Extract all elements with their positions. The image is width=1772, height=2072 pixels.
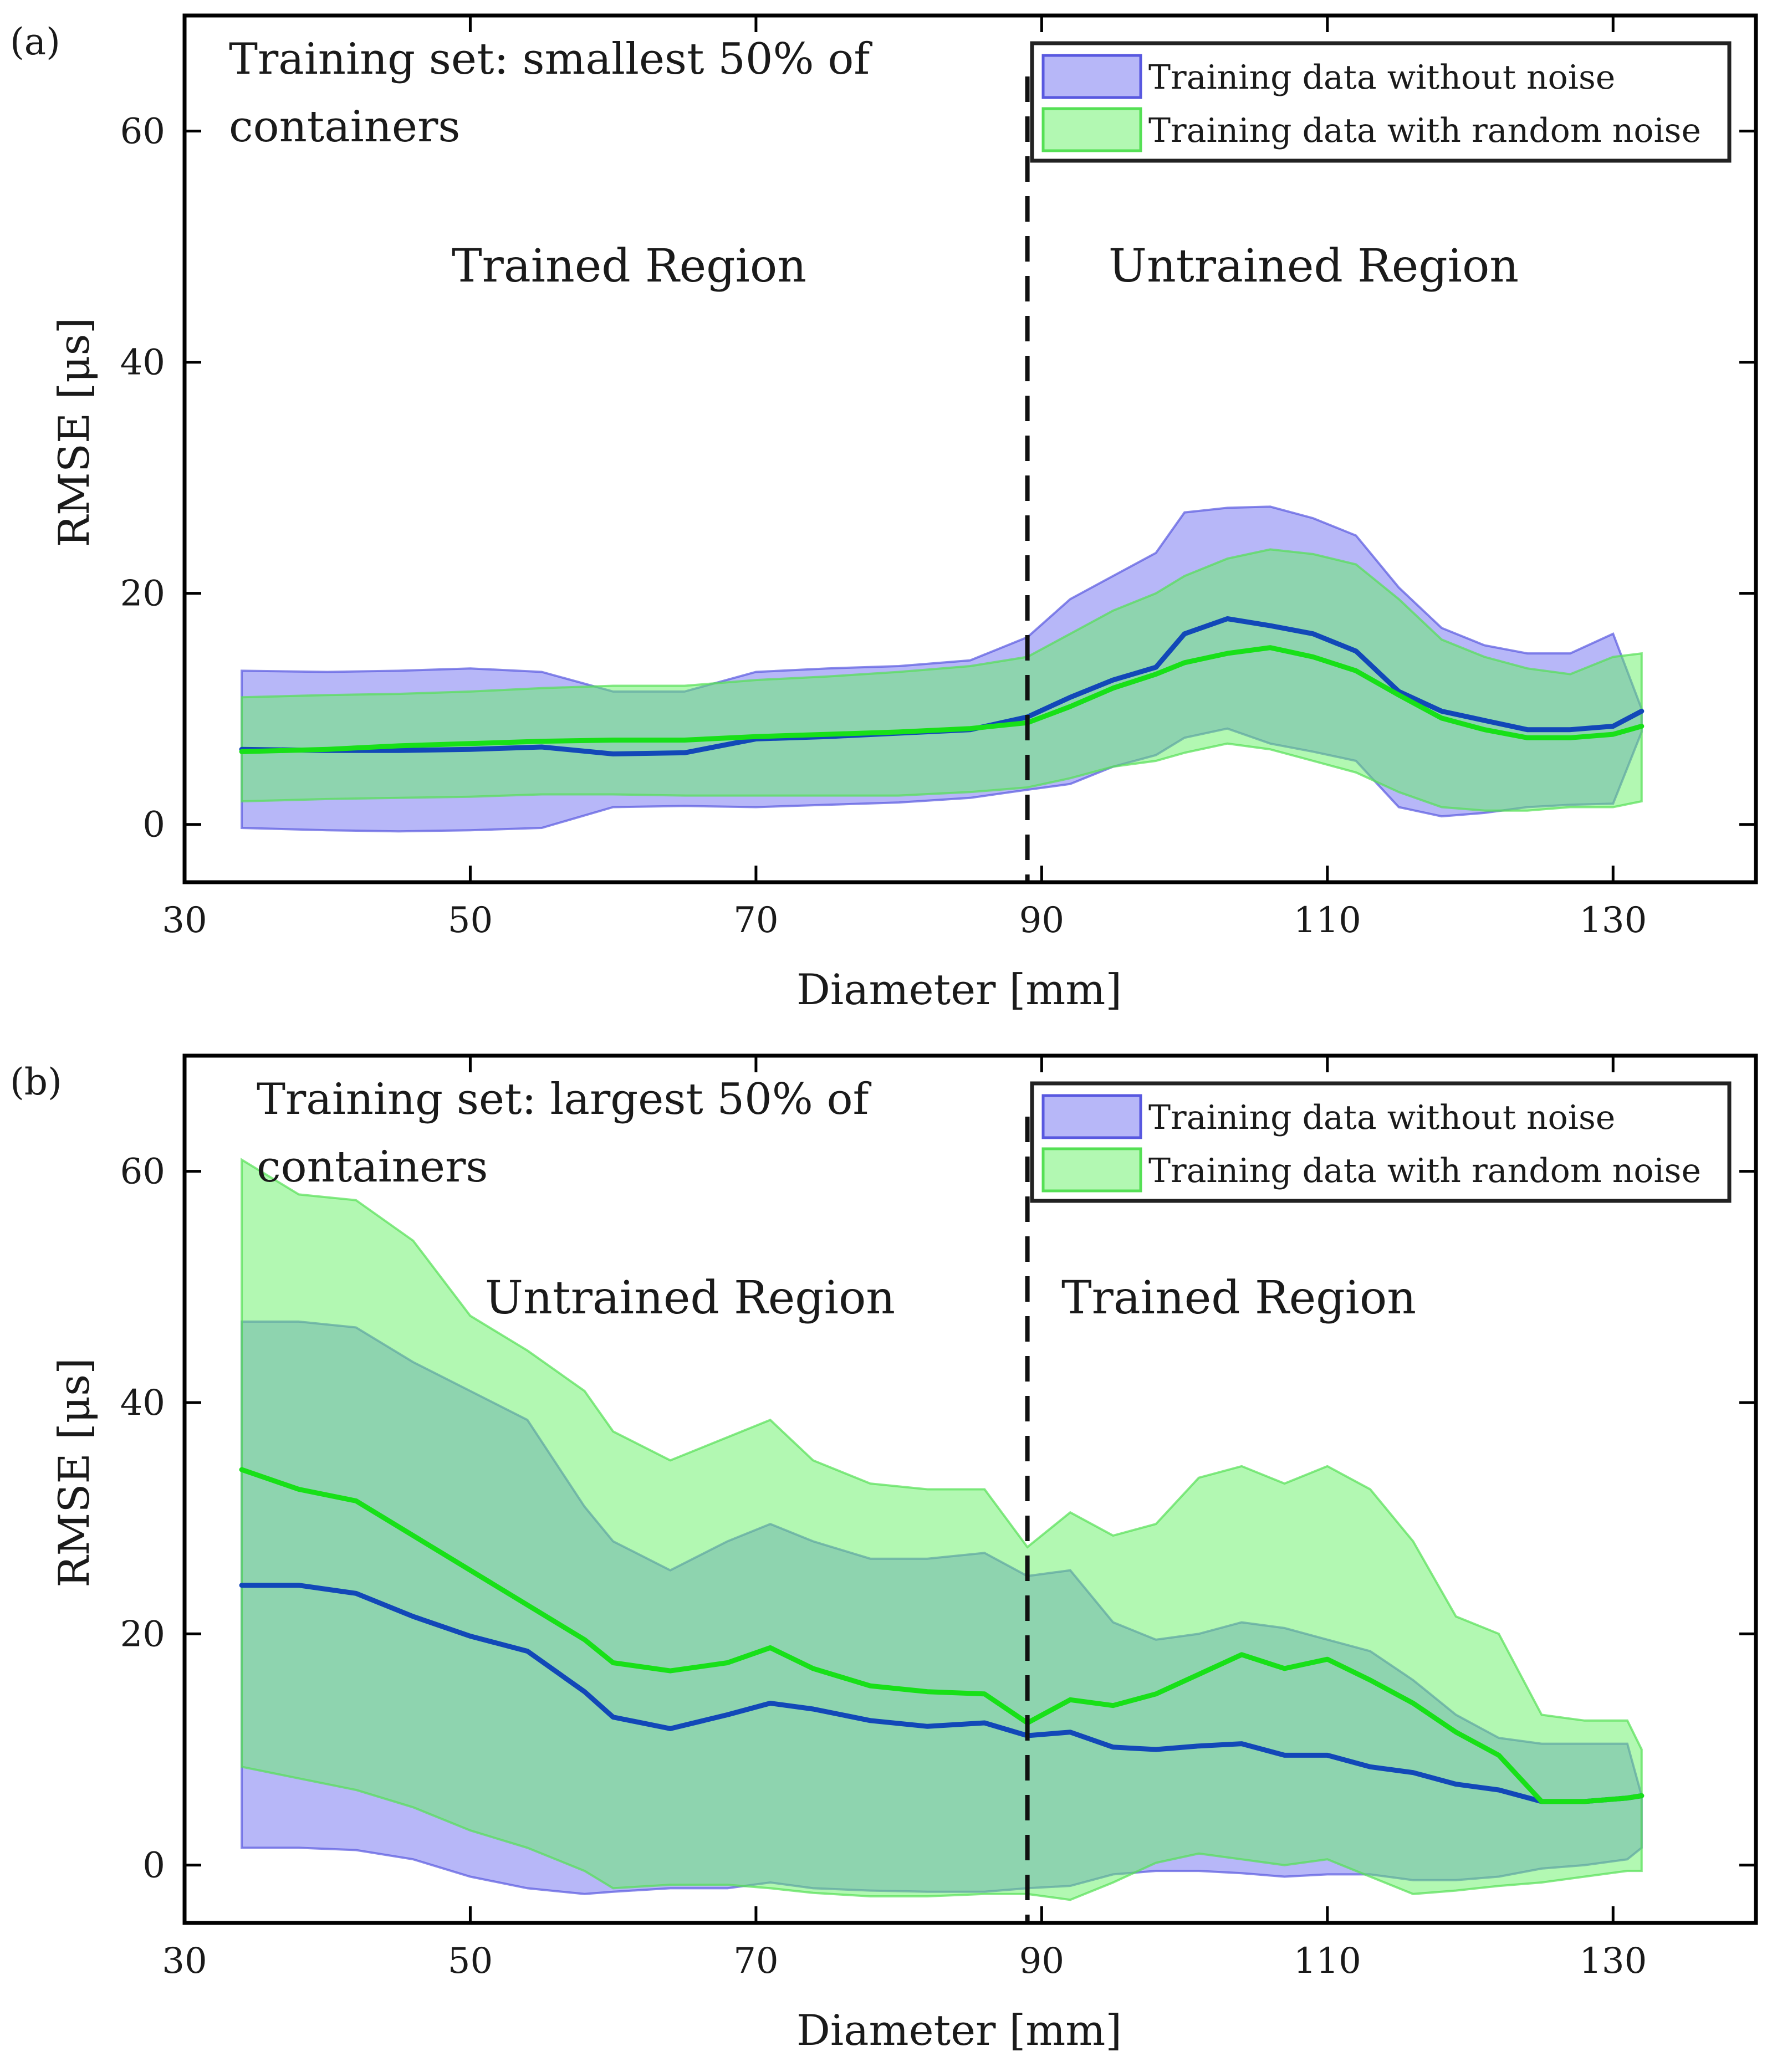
legend-swatch-no-noise — [1041, 1094, 1142, 1139]
x-tick-label: 50 — [448, 1941, 493, 1982]
x-tick-label: 70 — [733, 900, 778, 941]
y-tick-label: 0 — [142, 1845, 165, 1886]
plot-area — [239, 1158, 1645, 1901]
x-tick-label: 110 — [1294, 1941, 1361, 1982]
mean-line-random-noise — [239, 645, 1645, 754]
x-tick-label: 50 — [448, 900, 493, 941]
legend-label: Training data without noise — [1148, 1098, 1615, 1137]
y-tick-label: 0 — [142, 805, 165, 846]
x-tick-label: 30 — [162, 1941, 207, 1982]
mean-line-no-noise — [239, 616, 1645, 756]
annotation-line: containers — [229, 102, 460, 152]
y-tick-label: 40 — [120, 1383, 165, 1424]
x-axis-label: Diameter [mm] — [796, 965, 1122, 1014]
x-tick-label: 90 — [1019, 900, 1064, 941]
region-label-right: Untrained Region — [1109, 240, 1519, 293]
y-tick-label: 20 — [120, 574, 165, 615]
y-axis-label: RMSE [μs] — [49, 1358, 99, 1587]
legend-swatch-random-noise — [1041, 1147, 1142, 1193]
panel-label: (a) — [10, 21, 60, 63]
legend-box — [1030, 1081, 1732, 1203]
region-label-left: Untrained Region — [485, 1272, 895, 1324]
plot-area — [239, 505, 1645, 833]
annotation-line: Training set: largest 50% of — [257, 1075, 872, 1124]
legend: Training data without noise Training data… — [1030, 41, 1732, 163]
x-tick-label: 90 — [1019, 1941, 1064, 1982]
y-axis-label: RMSE [μs] — [49, 318, 99, 547]
panel-label: (b) — [10, 1061, 62, 1103]
panel-a: (a) 30 50 70 90 110 130 0 20 40 60 Diameter [mm] RMS… — [10, 13, 1758, 1014]
x-tick-label: 70 — [733, 1941, 778, 1982]
axes-frame — [182, 13, 1758, 884]
region-label-right: Trained Region — [1061, 1272, 1416, 1324]
legend-swatch-random-noise — [1041, 107, 1142, 152]
legend-box — [1030, 41, 1732, 163]
legend: Training data without noise Training data… — [1030, 1081, 1732, 1203]
axes-frame — [182, 1053, 1758, 1925]
annotation-line: containers — [257, 1142, 488, 1192]
x-tick-label: 30 — [162, 900, 207, 941]
y-tick-label: 60 — [120, 1152, 165, 1193]
region-label-left: Trained Region — [452, 240, 806, 293]
band-random-noise — [241, 548, 1643, 812]
x-axis-label: Diameter [mm] — [796, 2006, 1122, 2055]
legend-label: Training data with random noise — [1148, 1152, 1701, 1190]
x-tick-label: 110 — [1294, 900, 1361, 941]
x-tick-label: 130 — [1579, 1941, 1647, 1982]
y-tick-label: 40 — [120, 342, 165, 383]
legend-swatch-no-noise — [1041, 54, 1142, 99]
annotation-line: Training set: smallest 50% of — [229, 34, 872, 84]
legend-label: Training data without noise — [1148, 58, 1615, 97]
y-tick-label: 20 — [120, 1614, 165, 1655]
y-tick-label: 60 — [120, 111, 165, 152]
panel-b: (b) 30 50 70 90 110 130 0 20 40 60 Diameter [mm] RMS… — [10, 1053, 1758, 2055]
band-random-noise — [241, 1158, 1643, 1901]
x-tick-label: 130 — [1579, 900, 1647, 941]
legend-label: Training data with random noise — [1148, 111, 1701, 150]
